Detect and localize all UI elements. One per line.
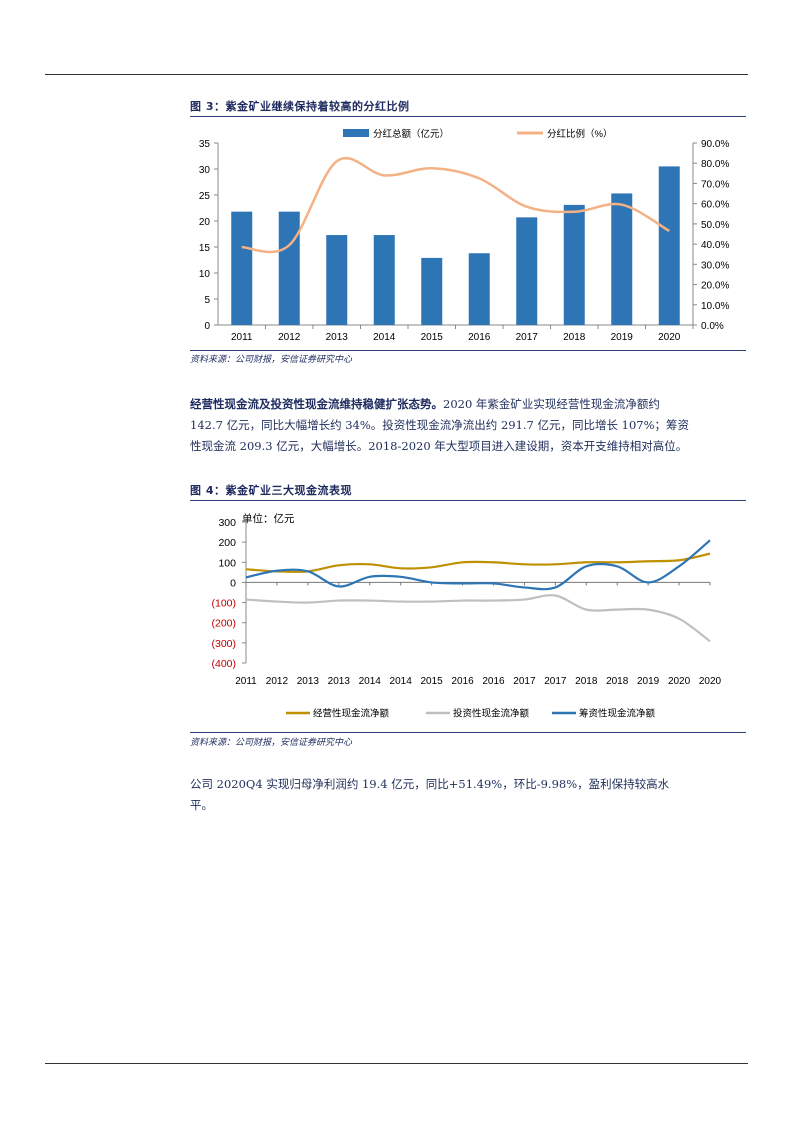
ratio-line [241, 156, 670, 254]
series-line-3 [245, 539, 711, 591]
paragraph-profit: 公司 2020Q4 实现归母净利润约 19.4 亿元，同比+51.49%，环比-… [190, 774, 748, 816]
right-tick-label: 40.0% [701, 240, 729, 251]
x-tick-label: 2011 [231, 332, 253, 343]
legend-label-bar: 分红总额（亿元） [373, 128, 449, 140]
x-tick-label: 2015 [420, 676, 443, 687]
bar-2015 [421, 257, 443, 325]
paragraph-profit-line-1: 公司 2020Q4 实现归母净利润约 19.4 亿元，同比+51.49%，环比-… [190, 777, 670, 791]
x-tick-label: 2016 [468, 332, 491, 343]
x-tick-label: 2016 [451, 676, 474, 687]
y-tick-label: (200) [211, 618, 236, 630]
left-tick-label: 10 [199, 269, 211, 280]
paragraph-cashflow-line-2: 142.7 亿元，同比大幅增长约 34%。投资性现金流净流出约 291.7 亿元… [190, 418, 690, 432]
bar-2011 [231, 211, 253, 325]
paragraph-cashflow-line-3: 性现金流 209.3 亿元，大幅增长。2018-2020 年大型项目进入建设期，… [190, 439, 688, 453]
footer-rule [45, 1063, 748, 1064]
y-tick-label: (100) [211, 598, 236, 610]
x-tick-label: 2013 [297, 676, 320, 687]
figure3-title-rule [190, 116, 746, 117]
x-tick-label: 2019 [611, 332, 634, 343]
x-tick-label: 2017 [516, 332, 539, 343]
right-tick-label: 60.0% [701, 200, 729, 211]
right-tick-label: 0.0% [701, 321, 724, 332]
left-tick-label: 35 [199, 139, 211, 150]
figure3-title: 图 3：紫金矿业继续保持着较高的分红比例 [190, 100, 410, 113]
x-tick-label: 2011 [235, 676, 257, 687]
figure4-title-rule [190, 500, 746, 501]
x-tick-label: 2012 [266, 676, 289, 687]
y-tick-label: 300 [218, 517, 236, 529]
figure3-source: 资料来源：公司财报，安信证券研究中心 [190, 355, 353, 365]
x-tick-label: 2019 [637, 676, 660, 687]
y-tick-label: 200 [218, 537, 236, 549]
left-tick-label: 5 [204, 295, 210, 306]
bar-2019 [611, 193, 633, 325]
paragraph-cashflow-line-1-text: 2020 年紫金矿业实现经营性现金流净额约 [443, 397, 660, 411]
x-tick-label: 2017 [544, 676, 567, 687]
x-tick-label: 2014 [390, 676, 413, 687]
bar-2017 [516, 217, 538, 325]
right-tick-label: 50.0% [701, 220, 729, 231]
series-line-2 [245, 594, 711, 643]
paragraph-cashflow: 经营性现金流及投资性现金流维持稳健扩张态势。2020 年紫金矿业实现经营性现金流… [190, 394, 748, 457]
right-tick-label: 10.0% [701, 301, 729, 312]
bar-2020 [658, 166, 680, 325]
bar-2012 [278, 211, 300, 325]
paragraph-cashflow-line-1: 经营性现金流及投资性现金流维持稳健扩张态势。2020 年紫金矿业实现经营性现金流… [190, 394, 748, 415]
x-tick-label: 2016 [482, 676, 505, 687]
header-rule [45, 74, 748, 75]
figure4-chart: 单位：亿元 300 200 100 0 (100) (200) (300) (400) 2011 2… [211, 512, 722, 720]
legend-label-2: 投资性现金流净额 [453, 708, 530, 720]
right-tick-label: 70.0% [701, 179, 729, 190]
x-tick-label: 2018 [606, 676, 629, 687]
x-tick-label: 2020 [668, 676, 691, 687]
bar-2014 [373, 235, 395, 325]
x-tick-label: 2013 [328, 676, 351, 687]
left-tick-label: 20 [199, 217, 211, 228]
y-tick-label: (300) [211, 638, 236, 650]
legend-label-1: 经营性现金流净额 [313, 708, 390, 720]
legend-label-line: 分红比例（%） [547, 128, 612, 140]
x-tick-label: 2020 [658, 332, 681, 343]
x-tick-label: 2014 [359, 676, 382, 687]
x-tick-label: 2015 [421, 332, 444, 343]
left-tick-label: 0 [204, 321, 210, 332]
right-tick-label: 80.0% [701, 159, 729, 170]
right-tick-label: 20.0% [701, 281, 729, 292]
right-tick-label: 30.0% [701, 260, 729, 271]
right-tick-label: 90.0% [701, 139, 729, 150]
x-tick-label: 2014 [373, 332, 396, 343]
figure4-title: 图 4：紫金矿业三大现金流表现 [190, 484, 352, 497]
paragraph-cashflow-lead: 经营性现金流及投资性现金流维持稳健扩张态势。 [190, 397, 443, 411]
left-tick-label: 25 [199, 191, 211, 202]
x-tick-label: 2018 [563, 332, 586, 343]
series-line-1 [245, 552, 711, 573]
x-tick-label: 2012 [278, 332, 301, 343]
figure3-bottom-rule [190, 350, 746, 351]
x-tick-label: 2017 [513, 676, 536, 687]
x-tick-label: 2018 [575, 676, 598, 687]
left-tick-label: 30 [199, 165, 211, 176]
y-tick-label: (400) [211, 658, 236, 670]
y-tick-label: 0 [230, 577, 236, 589]
unit-label: 单位：亿元 [242, 512, 295, 525]
legend-swatch-bar [343, 129, 369, 137]
bar-2016 [468, 253, 490, 325]
figure4-bottom-rule [190, 732, 746, 733]
y-tick-label: 100 [218, 557, 236, 569]
figure4-source: 资料来源：公司财报，安信证券研究中心 [190, 738, 353, 748]
x-tick-label: 2013 [326, 332, 349, 343]
legend-label-3: 筹资性现金流净额 [579, 708, 656, 720]
bar-2018 [563, 204, 585, 325]
bar-2013 [326, 235, 348, 325]
figure3-chart: 0 5 10 15 20 25 30 35 0.0% 10.0% 20.0% 30.0% 40.0% 50… [199, 128, 730, 343]
left-tick-label: 15 [199, 243, 211, 254]
x-tick-label: 2020 [699, 676, 722, 687]
paragraph-profit-line-2: 平。 [190, 798, 213, 812]
